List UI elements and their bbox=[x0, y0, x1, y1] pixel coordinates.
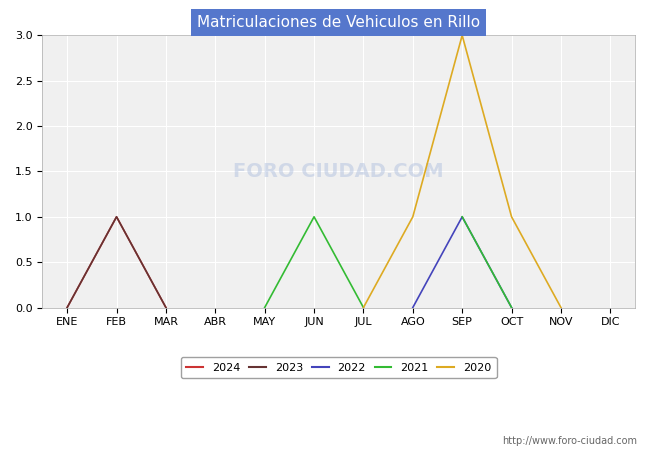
Text: FORO CIUDAD.COM: FORO CIUDAD.COM bbox=[233, 162, 444, 181]
Title: Matriculaciones de Vehiculos en Rillo: Matriculaciones de Vehiculos en Rillo bbox=[197, 15, 480, 30]
Legend: 2024, 2023, 2022, 2021, 2020: 2024, 2023, 2022, 2021, 2020 bbox=[181, 357, 497, 378]
Text: http://www.foro-ciudad.com: http://www.foro-ciudad.com bbox=[502, 436, 637, 446]
